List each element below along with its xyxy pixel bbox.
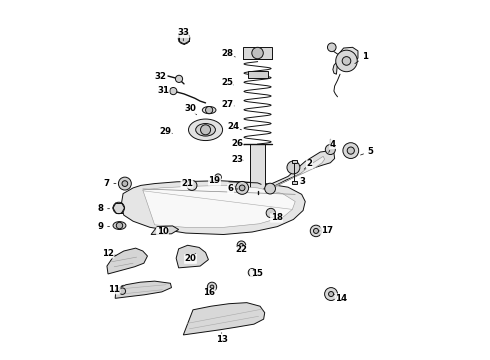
Text: 19: 19 — [209, 176, 221, 185]
Text: 24: 24 — [227, 122, 240, 131]
Text: 11: 11 — [108, 285, 120, 294]
Text: 17: 17 — [320, 226, 333, 235]
Circle shape — [343, 143, 359, 158]
Text: 8: 8 — [98, 204, 104, 213]
Text: 22: 22 — [235, 246, 247, 255]
Text: 27: 27 — [221, 100, 234, 109]
Bar — [292, 160, 297, 163]
Text: 31: 31 — [157, 86, 169, 95]
Text: 25: 25 — [221, 78, 233, 87]
Circle shape — [160, 226, 167, 234]
Circle shape — [266, 208, 275, 218]
Circle shape — [215, 174, 221, 180]
Polygon shape — [262, 150, 335, 192]
Text: 26: 26 — [231, 139, 243, 148]
Text: 16: 16 — [203, 288, 215, 297]
Polygon shape — [115, 281, 172, 298]
Text: 21: 21 — [181, 179, 193, 188]
Circle shape — [210, 285, 214, 289]
Bar — [247, 71, 268, 78]
Circle shape — [175, 75, 183, 82]
Circle shape — [329, 292, 334, 297]
Circle shape — [237, 241, 245, 249]
Circle shape — [122, 181, 128, 186]
Text: 3: 3 — [299, 177, 305, 186]
Text: 6: 6 — [228, 184, 234, 193]
Bar — [250, 144, 266, 191]
Text: 10: 10 — [157, 228, 169, 237]
Polygon shape — [143, 185, 295, 227]
Circle shape — [113, 202, 124, 214]
Polygon shape — [333, 47, 358, 74]
Circle shape — [265, 183, 275, 194]
Circle shape — [248, 269, 256, 276]
Circle shape — [200, 125, 211, 135]
Polygon shape — [245, 191, 270, 200]
Text: 33: 33 — [177, 28, 189, 37]
Polygon shape — [176, 245, 208, 268]
Circle shape — [327, 43, 336, 51]
Circle shape — [342, 57, 351, 65]
Circle shape — [207, 282, 217, 292]
Circle shape — [170, 87, 177, 95]
Text: 30: 30 — [185, 104, 196, 113]
Circle shape — [347, 147, 354, 154]
Text: 15: 15 — [250, 269, 263, 278]
Ellipse shape — [189, 119, 222, 140]
Text: 28: 28 — [222, 49, 234, 58]
Circle shape — [119, 288, 125, 294]
Circle shape — [325, 144, 335, 154]
Polygon shape — [183, 303, 265, 335]
Circle shape — [324, 288, 338, 301]
Bar — [243, 47, 272, 59]
Text: 2: 2 — [307, 159, 313, 168]
Text: 1: 1 — [362, 52, 368, 61]
Circle shape — [287, 161, 300, 174]
Circle shape — [178, 33, 190, 44]
Circle shape — [187, 180, 197, 190]
Text: 14: 14 — [335, 294, 347, 303]
Polygon shape — [151, 226, 179, 234]
Text: 13: 13 — [216, 335, 228, 344]
Polygon shape — [122, 181, 305, 234]
Circle shape — [310, 225, 322, 237]
Circle shape — [119, 177, 131, 190]
Ellipse shape — [113, 222, 126, 229]
Ellipse shape — [196, 123, 216, 136]
Circle shape — [116, 222, 122, 229]
Circle shape — [240, 243, 243, 247]
Circle shape — [314, 228, 318, 233]
Circle shape — [239, 185, 245, 191]
Ellipse shape — [202, 107, 216, 114]
Text: 32: 32 — [155, 72, 167, 81]
Circle shape — [336, 50, 357, 72]
Text: 4: 4 — [330, 140, 336, 149]
Text: 23: 23 — [231, 155, 243, 164]
Text: 5: 5 — [368, 147, 373, 156]
Polygon shape — [273, 156, 324, 189]
Bar — [292, 181, 297, 184]
Text: 9: 9 — [98, 222, 104, 231]
Text: 20: 20 — [185, 255, 196, 264]
Circle shape — [252, 47, 263, 59]
Text: 7: 7 — [104, 179, 110, 188]
Text: 18: 18 — [270, 213, 283, 222]
Circle shape — [236, 181, 248, 194]
Text: 12: 12 — [102, 249, 114, 258]
Text: 29: 29 — [159, 127, 171, 136]
Polygon shape — [107, 248, 147, 274]
Circle shape — [205, 107, 213, 114]
